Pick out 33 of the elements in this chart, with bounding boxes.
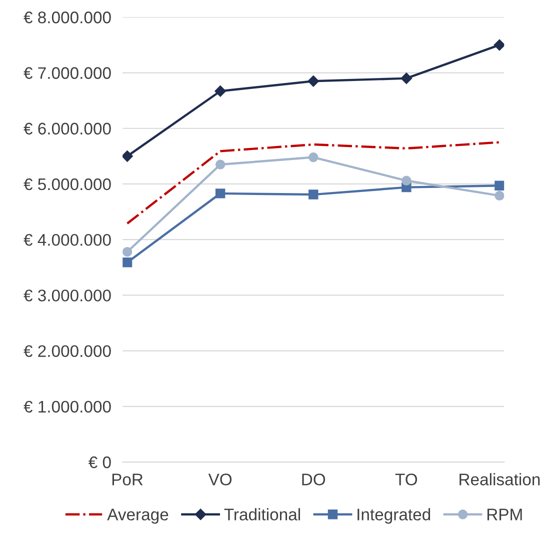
x-tick-label: VO <box>208 474 232 486</box>
x-tick-label: TO <box>395 474 418 486</box>
legend-label: Average <box>107 508 168 524</box>
y-tick-label: € 0 <box>88 456 111 468</box>
legend-label: Integrated <box>358 508 430 524</box>
point <box>494 39 504 51</box>
y-tick-label: € 6.000.000 <box>24 122 111 135</box>
y-tick-label: € 5.000.000 <box>24 178 111 190</box>
point <box>122 258 132 268</box>
y-tick-label: € 3.000.000 <box>24 290 111 302</box>
y-tick-label: € 7.000.000 <box>24 67 111 79</box>
point <box>402 176 412 186</box>
point <box>215 188 226 198</box>
x-tick-label: PoR <box>112 474 143 486</box>
legend-label: Traditional <box>224 508 300 520</box>
point <box>122 150 133 162</box>
y-tick-label: € 2.000.000 <box>24 345 111 358</box>
point <box>308 76 319 87</box>
x-tick-label: DO <box>302 474 326 486</box>
point <box>214 86 226 97</box>
point <box>215 160 226 170</box>
point <box>494 180 504 191</box>
point <box>494 190 504 201</box>
point <box>308 190 318 200</box>
legend-label: RPM <box>487 508 522 520</box>
x-tick-label: Realisation <box>460 473 540 486</box>
y-tick-label: € 4.000.000 <box>24 234 111 246</box>
point <box>122 246 132 257</box>
y-tick-label: € 8.000.000 <box>24 12 111 24</box>
line-series <box>126 141 501 225</box>
y-tick-label: € 1.000.000 <box>24 400 111 413</box>
point <box>400 72 412 84</box>
point <box>308 152 318 162</box>
